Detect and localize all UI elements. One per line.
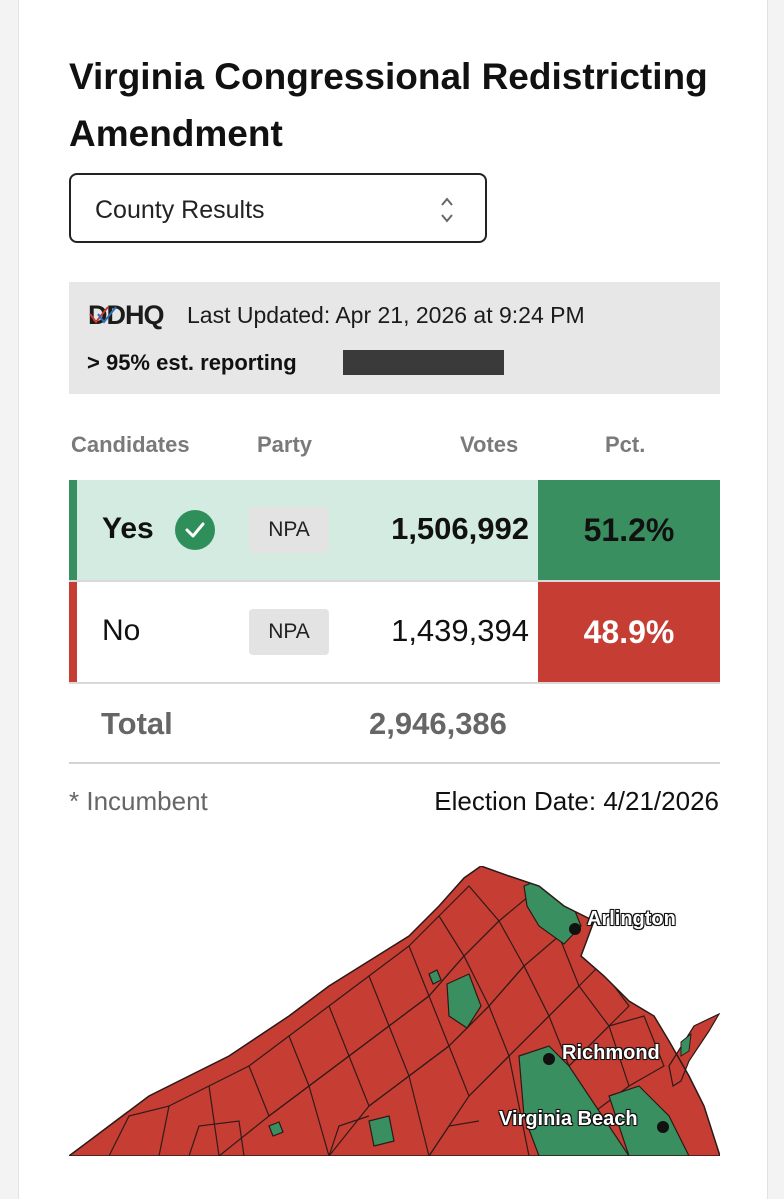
chevron-updown-icon — [441, 197, 453, 223]
party-badge: NPA — [249, 609, 329, 655]
city-dot-richmond — [543, 1053, 555, 1065]
ddhq-logo: DDHQ — [88, 300, 168, 330]
virginia-map-svg — [66, 865, 722, 1157]
total-label: Total — [101, 706, 173, 741]
header-pct: Pct. — [605, 432, 646, 457]
candidate-color-bar — [69, 480, 77, 580]
winner-check-icon — [175, 510, 215, 550]
checkmark-logo-icon — [89, 306, 117, 324]
election-date: Election Date: 4/21/2026 — [434, 786, 719, 816]
view-select-value: County Results — [95, 196, 265, 224]
city-dot-arlington — [569, 923, 581, 935]
reporting-progress-fill — [343, 350, 496, 375]
header-votes: Votes — [460, 432, 519, 457]
result-row-no: No NPA 1,439,394 48.9% — [69, 582, 720, 684]
page-title: Virginia Congressional Redistricting Ame… — [69, 56, 708, 154]
total-votes: 2,946,386 — [369, 706, 507, 741]
yes-counties — [268, 875, 690, 1156]
candidate-name: Yes — [102, 512, 154, 545]
candidate-pct: 48.9% — [538, 582, 720, 682]
candidate-color-bar — [69, 582, 77, 682]
last-updated-text: Last Updated: Apr 21, 2026 at 9:24 PM — [187, 302, 585, 328]
candidate-votes: 1,506,992 — [391, 511, 529, 546]
city-dot-virginia-beach — [657, 1121, 669, 1133]
city-label-richmond: Richmond — [562, 1042, 660, 1064]
divider — [69, 762, 720, 764]
state-outline — [66, 865, 722, 1157]
eastern-shore-yes — [680, 1032, 692, 1057]
header-party: Party — [257, 432, 313, 457]
candidate-pct: 51.2% — [538, 480, 720, 580]
eastern-shore — [668, 1012, 721, 1087]
party-badge: NPA — [249, 507, 329, 553]
header-candidates: Candidates — [71, 432, 190, 457]
incumbent-note: * Incumbent — [69, 786, 208, 816]
candidate-votes: 1,439,394 — [391, 613, 529, 648]
update-info-panel: DDHQ Last Updated: Apr 21, 2026 at 9:24 … — [69, 282, 720, 394]
city-label-virginia-beach: Virginia Beach — [499, 1108, 638, 1130]
candidate-name: No — [102, 614, 141, 647]
view-select[interactable]: County Results — [69, 173, 487, 243]
county-results-map[interactable]: Arlington Richmond Virginia Beach — [66, 865, 722, 1157]
result-row-yes: Yes NPA 1,506,992 51.2% — [69, 480, 720, 582]
city-label-arlington: Arlington — [587, 908, 676, 930]
reporting-progress-bar — [343, 350, 504, 375]
results-card: Virginia Congressional Redistricting Ame… — [18, 0, 768, 1199]
reporting-text: > 95% est. reporting — [87, 350, 297, 375]
